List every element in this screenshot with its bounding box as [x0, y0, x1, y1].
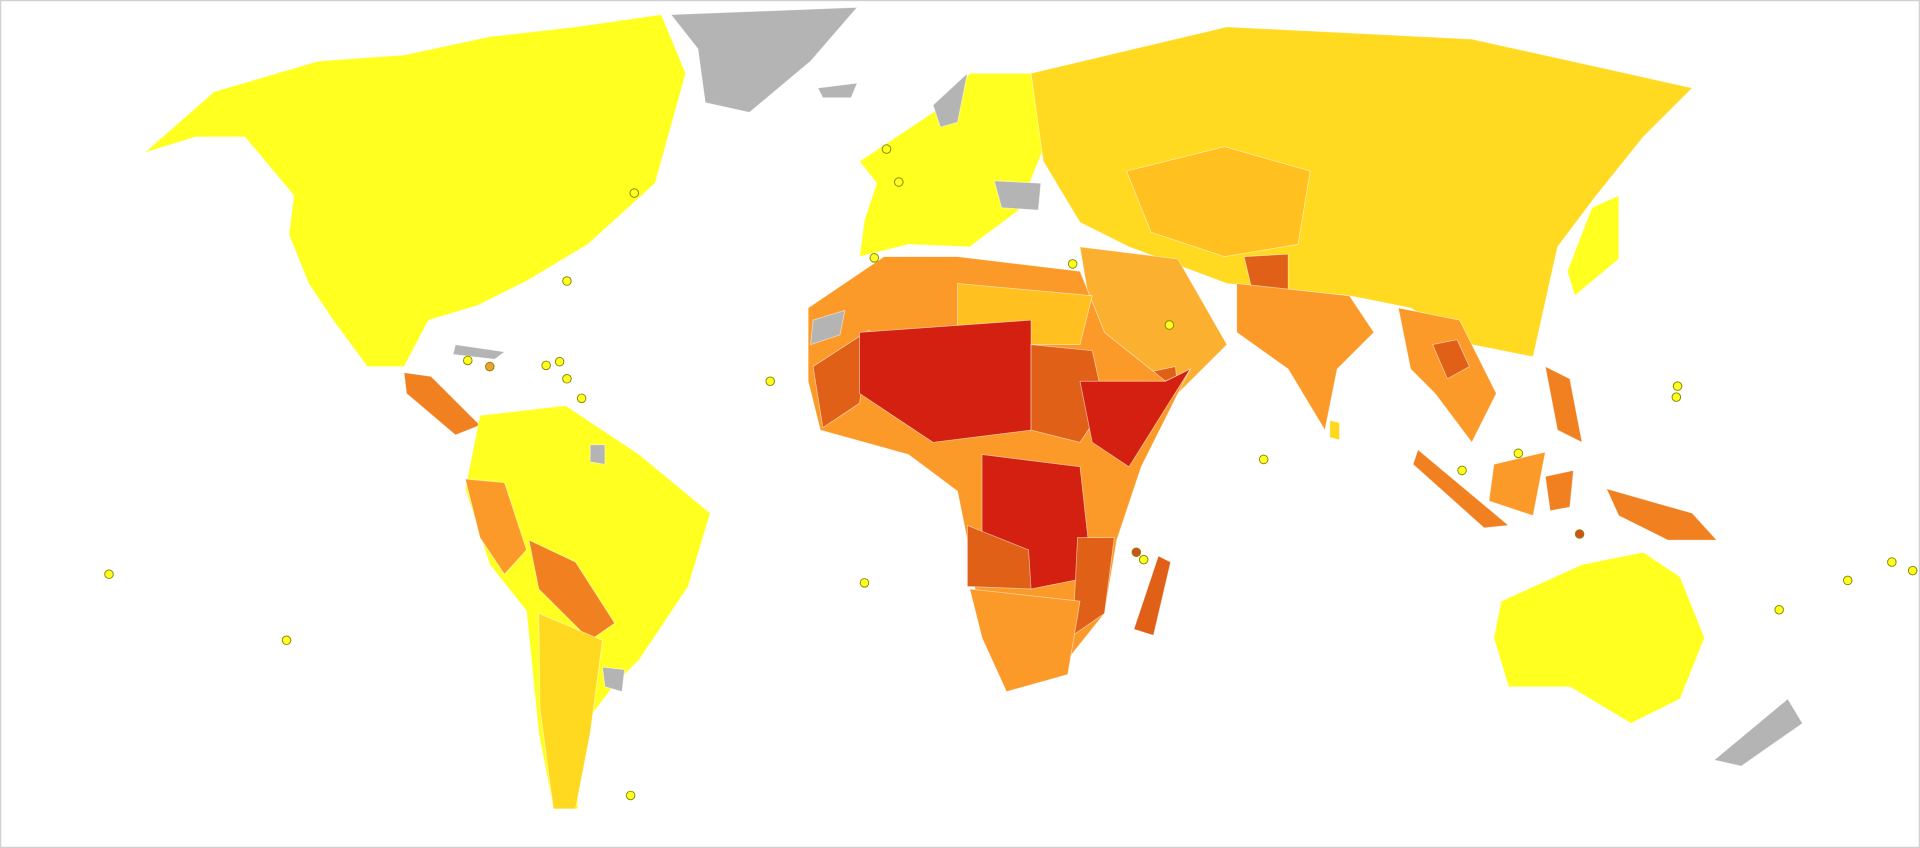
island [1671, 392, 1682, 402]
peru [464, 478, 527, 575]
french-guiana [589, 444, 606, 465]
philippines [1544, 365, 1583, 443]
laos [1432, 339, 1470, 380]
greenland [670, 6, 858, 113]
russia-china [1030, 26, 1693, 358]
sumatra [1412, 449, 1510, 529]
island [1457, 465, 1467, 476]
australia [1493, 551, 1705, 724]
new-zealand [1713, 698, 1803, 767]
uruguay [602, 666, 625, 693]
island [562, 374, 572, 384]
island [1164, 320, 1175, 330]
island [765, 376, 775, 386]
india [1236, 283, 1375, 432]
japan [1566, 194, 1620, 297]
island [281, 635, 292, 646]
cuba [452, 344, 506, 360]
angola-zambia [966, 524, 1032, 590]
island [541, 360, 551, 371]
central-asia [1126, 146, 1311, 257]
island [1513, 448, 1524, 459]
island [625, 790, 636, 801]
bolivia-paraguay [528, 539, 616, 641]
island [859, 578, 870, 588]
scandinavia-gap [932, 72, 968, 128]
western-sahara [810, 309, 846, 346]
island [562, 276, 572, 286]
north-america [144, 14, 687, 367]
island [881, 144, 892, 154]
sulawesi [1544, 469, 1574, 512]
southern-africa [969, 588, 1081, 693]
madagascar [1133, 555, 1172, 636]
sri-lanka [1329, 419, 1340, 441]
island-markers [104, 144, 1918, 801]
central-america [403, 372, 481, 436]
island [1672, 381, 1683, 391]
island [1131, 547, 1142, 558]
island [1138, 554, 1149, 565]
iceland [817, 82, 858, 99]
eastern-europe-gap [993, 180, 1042, 211]
island [1067, 259, 1078, 269]
island [1574, 529, 1585, 539]
island [1887, 557, 1897, 567]
island [1842, 575, 1853, 586]
island [1258, 454, 1269, 465]
southern-cone [538, 612, 603, 810]
island [554, 356, 565, 367]
island [894, 177, 904, 187]
borneo [1488, 451, 1546, 517]
west-africa [812, 329, 870, 429]
island [462, 355, 473, 366]
island [1774, 604, 1784, 615]
island [869, 253, 880, 263]
island [1907, 565, 1918, 576]
island [576, 393, 587, 404]
sahel [859, 319, 1032, 443]
island [629, 188, 640, 198]
horn-of-africa [1079, 368, 1192, 468]
new-guinea [1605, 488, 1718, 541]
island [485, 361, 495, 372]
island [104, 569, 114, 580]
